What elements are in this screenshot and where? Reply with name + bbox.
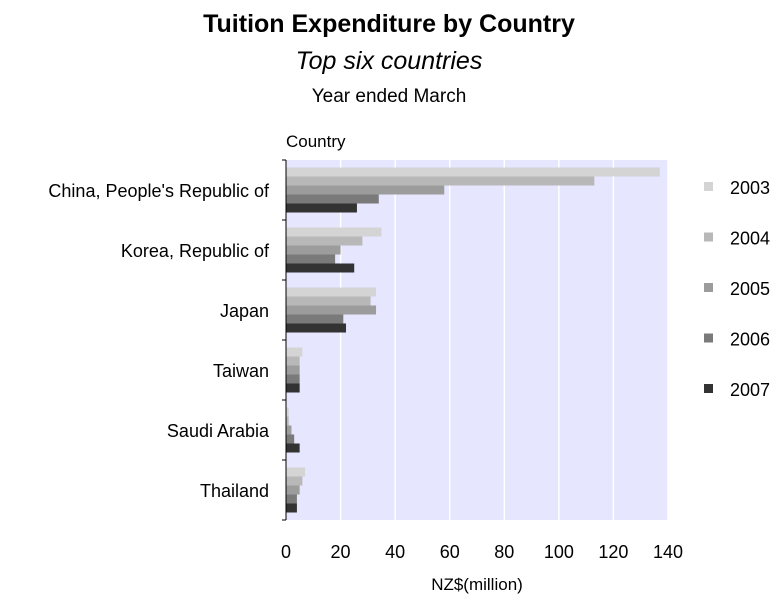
x-tick-label: 20 <box>331 542 351 562</box>
bar <box>286 476 303 486</box>
bar <box>286 443 300 453</box>
category-label: Korea, Republic of <box>121 241 270 261</box>
bar <box>286 263 355 273</box>
bar <box>286 356 300 366</box>
bar <box>286 407 289 417</box>
legend-swatch <box>704 333 713 343</box>
bar <box>286 236 363 246</box>
category-label: Japan <box>220 301 269 321</box>
bar <box>286 194 379 204</box>
legend-swatch <box>704 232 713 242</box>
x-tick-label: 60 <box>440 542 460 562</box>
plot-area <box>286 160 668 520</box>
legend-swatch <box>704 384 713 393</box>
bar <box>286 296 371 306</box>
category-label: Thailand <box>200 481 269 501</box>
y-axis-title: Country <box>286 132 346 151</box>
category-label: China, People's Republic of <box>48 181 270 201</box>
bar <box>286 434 295 444</box>
bar <box>286 167 660 177</box>
chart-caption: Year ended March <box>311 86 467 107</box>
chart-subtitle: Top six countries <box>295 47 483 75</box>
bar <box>286 323 347 333</box>
bar <box>286 494 297 504</box>
x-tick-label: 0 <box>281 542 291 562</box>
bar <box>286 485 300 495</box>
bar <box>286 425 292 435</box>
chart-title: Tuition Expenditure by Country <box>203 10 575 38</box>
x-tick-label: 140 <box>653 542 683 562</box>
bar <box>286 227 382 237</box>
x-axis-title: NZ$(million) <box>431 575 523 594</box>
bar <box>286 467 306 477</box>
bar <box>286 245 341 255</box>
legend-label: 2004 <box>730 229 770 249</box>
bar <box>286 185 445 195</box>
bar <box>286 365 300 375</box>
bar <box>286 305 377 315</box>
bar <box>286 416 289 426</box>
bar <box>286 383 300 393</box>
bar <box>286 176 595 186</box>
bar <box>286 254 336 264</box>
bar <box>286 503 297 513</box>
bar <box>286 347 303 357</box>
legend-swatch <box>704 283 713 292</box>
legend-label: 2007 <box>730 380 770 400</box>
legend-label: 2005 <box>730 279 770 299</box>
bar <box>286 203 357 213</box>
bar <box>286 287 377 297</box>
x-tick-label: 80 <box>494 542 514 562</box>
category-label: Taiwan <box>213 361 269 381</box>
x-tick-label: 40 <box>385 542 405 562</box>
bar <box>286 374 300 384</box>
legend-label: 2003 <box>730 178 770 198</box>
x-tick-label: 120 <box>598 542 628 562</box>
legend-label: 2006 <box>730 330 770 350</box>
bar <box>286 314 344 324</box>
category-label: Saudi Arabia <box>167 421 270 441</box>
legend-swatch <box>704 182 713 191</box>
x-tick-label: 100 <box>544 542 574 562</box>
